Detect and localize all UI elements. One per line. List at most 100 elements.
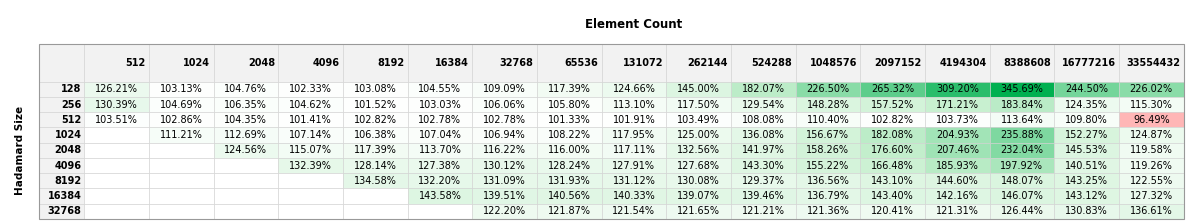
Bar — [989, 112, 1054, 128]
Bar — [84, 143, 149, 158]
Text: 121.21%: 121.21% — [741, 206, 785, 216]
Text: 136.08%: 136.08% — [742, 130, 785, 140]
Text: 125.00%: 125.00% — [677, 130, 720, 140]
Bar — [472, 158, 537, 173]
Text: 131072: 131072 — [623, 58, 663, 68]
Bar — [39, 173, 84, 188]
Text: 2048: 2048 — [248, 58, 275, 68]
Text: 122.20%: 122.20% — [483, 206, 527, 216]
Bar — [84, 82, 149, 97]
Text: 117.50%: 117.50% — [677, 100, 720, 110]
Bar — [279, 44, 343, 82]
Text: 136.61%: 136.61% — [1130, 206, 1173, 216]
Text: 185.93%: 185.93% — [936, 160, 978, 171]
Bar — [667, 173, 731, 188]
Text: 176.60%: 176.60% — [872, 145, 914, 155]
Text: 141.97%: 141.97% — [741, 145, 785, 155]
Text: 127.91%: 127.91% — [612, 160, 656, 171]
Text: 143.12%: 143.12% — [1065, 191, 1108, 201]
Text: 112.69%: 112.69% — [224, 130, 267, 140]
Text: 183.84%: 183.84% — [1001, 100, 1044, 110]
Text: 106.38%: 106.38% — [353, 130, 396, 140]
Text: 117.39%: 117.39% — [353, 145, 396, 155]
Bar — [925, 128, 989, 143]
Bar — [408, 112, 472, 128]
Text: 104.62%: 104.62% — [289, 100, 332, 110]
Bar — [537, 128, 601, 143]
Text: 127.32%: 127.32% — [1130, 191, 1173, 201]
Text: 131.93%: 131.93% — [548, 176, 591, 186]
Text: 127.38%: 127.38% — [419, 160, 461, 171]
Bar — [796, 188, 860, 204]
Bar — [472, 143, 537, 158]
Bar — [408, 97, 472, 112]
Bar — [601, 112, 667, 128]
Text: 1048576: 1048576 — [810, 58, 857, 68]
Text: Element Count: Element Count — [586, 18, 682, 31]
Text: 524288: 524288 — [752, 58, 792, 68]
Bar — [731, 128, 796, 143]
Text: 131.09%: 131.09% — [483, 176, 525, 186]
Text: 128.14%: 128.14% — [353, 160, 396, 171]
Text: 136.56%: 136.56% — [806, 176, 849, 186]
Bar — [537, 188, 601, 204]
Text: 130.39%: 130.39% — [95, 100, 138, 110]
Text: 106.06%: 106.06% — [483, 100, 525, 110]
Bar — [731, 44, 796, 82]
Text: 120.41%: 120.41% — [872, 206, 914, 216]
Bar — [601, 173, 667, 188]
Text: 136.79%: 136.79% — [806, 191, 849, 201]
Text: 140.33%: 140.33% — [612, 191, 656, 201]
Bar — [989, 143, 1054, 158]
Text: 4194304: 4194304 — [939, 58, 987, 68]
Bar — [667, 158, 731, 173]
Bar — [731, 173, 796, 188]
Text: 182.08%: 182.08% — [872, 130, 914, 140]
Text: 157.52%: 157.52% — [871, 100, 914, 110]
Text: 126.44%: 126.44% — [1001, 206, 1044, 216]
Text: 256: 256 — [62, 100, 82, 110]
Bar — [1054, 82, 1118, 97]
Text: 204.93%: 204.93% — [936, 130, 978, 140]
Bar — [989, 128, 1054, 143]
Text: 4096: 4096 — [55, 160, 82, 171]
Text: 226.50%: 226.50% — [806, 84, 849, 94]
Bar — [796, 173, 860, 188]
Bar — [39, 82, 84, 97]
Text: 207.46%: 207.46% — [936, 145, 978, 155]
Bar — [279, 158, 343, 173]
Text: 102.33%: 102.33% — [289, 84, 332, 94]
Text: 124.56%: 124.56% — [224, 145, 267, 155]
Text: 121.31%: 121.31% — [936, 206, 978, 216]
Bar — [1118, 143, 1184, 158]
Bar — [537, 173, 601, 188]
Bar — [925, 143, 989, 158]
Bar — [213, 188, 279, 204]
Bar — [667, 204, 731, 219]
Text: 104.55%: 104.55% — [419, 84, 461, 94]
Text: 101.52%: 101.52% — [353, 100, 397, 110]
Bar — [408, 173, 472, 188]
Bar — [601, 97, 667, 112]
Text: 102.78%: 102.78% — [419, 115, 461, 125]
Bar — [343, 143, 408, 158]
Bar — [731, 188, 796, 204]
Bar — [925, 82, 989, 97]
Bar — [601, 128, 667, 143]
Bar — [213, 97, 279, 112]
Bar — [731, 112, 796, 128]
Bar — [408, 128, 472, 143]
Bar — [1054, 143, 1118, 158]
Text: 101.33%: 101.33% — [548, 115, 591, 125]
Text: 143.58%: 143.58% — [419, 191, 461, 201]
Bar — [279, 128, 343, 143]
Text: 129.54%: 129.54% — [741, 100, 785, 110]
Bar — [343, 82, 408, 97]
Bar — [860, 204, 925, 219]
Text: 156.67%: 156.67% — [806, 130, 849, 140]
Bar — [1054, 128, 1118, 143]
Text: 103.13%: 103.13% — [160, 84, 203, 94]
Text: 309.20%: 309.20% — [936, 84, 978, 94]
Text: 232.04%: 232.04% — [1001, 145, 1044, 155]
Bar — [279, 97, 343, 112]
